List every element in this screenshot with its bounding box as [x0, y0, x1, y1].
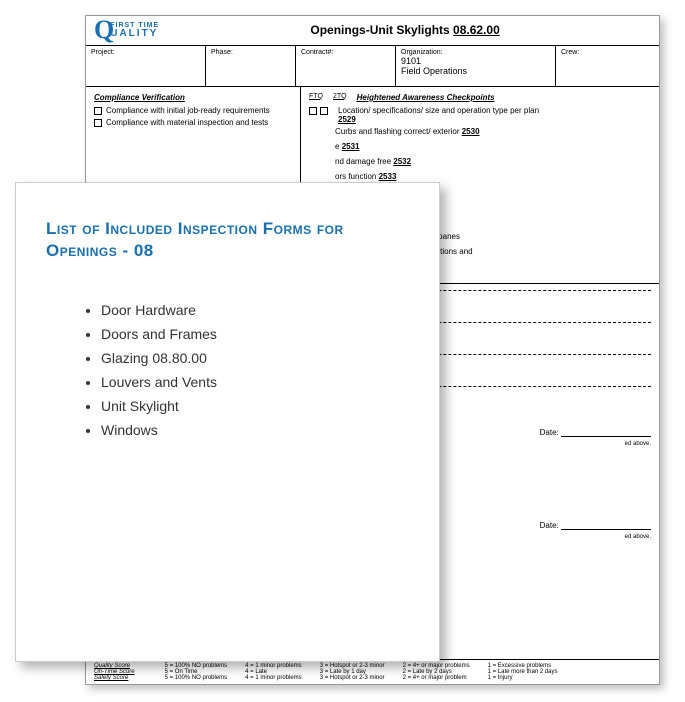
- checkbox-icon[interactable]: [94, 119, 102, 127]
- checkpoint-row: nd damage free 2532: [335, 157, 651, 166]
- list-item: Glazing 08.80.00: [101, 350, 409, 366]
- crew-cell: Crew:: [556, 46, 659, 86]
- forms-list-card: List of Included Inspection Forms for Op…: [15, 182, 440, 662]
- title-code: 08.62.00: [453, 23, 500, 37]
- list-title: List of Included Inspection Forms for Op…: [46, 218, 409, 262]
- score-text: 2 = 4+ or major problem: [403, 675, 470, 681]
- crew-label: Crew:: [561, 49, 654, 56]
- list-item: Louvers and Vents: [101, 374, 409, 390]
- list-item: Unit Skylight: [101, 398, 409, 414]
- compliance-item-1: Compliance with initial job-ready requir…: [94, 106, 292, 115]
- checkbox-icon[interactable]: [320, 107, 328, 115]
- contract-label: Contract#:: [301, 49, 390, 56]
- compliance-item-2: Compliance with material inspection and …: [94, 118, 292, 127]
- date-label: Date:: [540, 428, 559, 437]
- list-item: Doors and Frames: [101, 326, 409, 342]
- date-line: [561, 529, 651, 530]
- checkpoint-text: Curbs and flashing correct/ exterior: [335, 127, 460, 136]
- org-value-2: Field Operations: [401, 66, 467, 76]
- checkpoint-num: 2529: [338, 115, 356, 124]
- 2tq-label: 2TQ: [333, 93, 347, 102]
- checkbox-icon[interactable]: [309, 107, 317, 115]
- checkpoint-text: ors function: [335, 172, 376, 181]
- phase-cell: Phase:: [206, 46, 296, 86]
- document-title: Openings-Unit Skylights 08.62.00: [159, 23, 651, 37]
- checkpoints-heading: Heightened Awareness Checkpoints: [357, 93, 495, 102]
- contract-cell: Contract#:: [296, 46, 396, 86]
- org-value-1: 9101: [401, 56, 421, 66]
- compliance-text-1: Compliance with initial job-ready requir…: [106, 106, 270, 115]
- checkpoint-text: Location/ specifications/ size and opera…: [338, 106, 539, 115]
- project-cell: Project:: [86, 46, 206, 86]
- checkpoint-num: 2533: [379, 172, 397, 181]
- compliance-heading: Compliance Verification: [94, 93, 292, 102]
- date-label: Date:: [540, 521, 559, 530]
- checkpoint-num: 2532: [393, 157, 411, 166]
- score-text: 1 = Injury: [488, 675, 558, 681]
- forms-list: Door Hardware Doors and Frames Glazing 0…: [101, 302, 409, 438]
- checkpoint-num: 2531: [342, 142, 360, 151]
- list-item: Door Hardware: [101, 302, 409, 318]
- logo-line-2: UALITY: [110, 29, 159, 38]
- score-label: Safety Score: [94, 675, 135, 681]
- ftq-label: FTQ: [309, 93, 323, 102]
- checkpoint-num: 2530: [462, 127, 480, 136]
- title-text: Openings-Unit Skylights: [310, 23, 449, 37]
- score-text: 5 = 100% NO problems: [165, 675, 228, 681]
- organization-cell: Organization: 9101 Field Operations: [396, 46, 556, 86]
- checkbox-icon[interactable]: [94, 107, 102, 115]
- org-label: Organization:: [401, 49, 550, 56]
- score-text: 4 = 1 minor problems: [245, 675, 302, 681]
- checkpoint-row: e 2531: [335, 142, 651, 151]
- checkpoint-text: e: [335, 142, 339, 151]
- ftq-logo: Q FIRST TIME UALITY: [94, 20, 159, 41]
- compliance-text-2: Compliance with material inspection and …: [106, 118, 268, 127]
- project-label: Project:: [91, 49, 200, 56]
- phase-label: Phase:: [211, 49, 290, 56]
- checkpoint-row: ors function 2533: [335, 172, 651, 181]
- date-line: [561, 436, 651, 437]
- info-row: Project: Phase: Contract#: Organization:…: [86, 46, 659, 87]
- checkpoint-text: nd damage free: [335, 157, 391, 166]
- checkpoint-row: Curbs and flashing correct/ exterior 253…: [335, 127, 651, 136]
- score-text: 3 = Hotspot or 2-3 minor: [320, 675, 385, 681]
- document-header: Q FIRST TIME UALITY Openings-Unit Skylig…: [86, 16, 659, 46]
- list-item: Windows: [101, 422, 409, 438]
- footer-scores: Quality Score On-Time Score Safety Score…: [86, 659, 659, 684]
- checkpoint-row-1: Location/ specifications/ size and opera…: [309, 106, 651, 124]
